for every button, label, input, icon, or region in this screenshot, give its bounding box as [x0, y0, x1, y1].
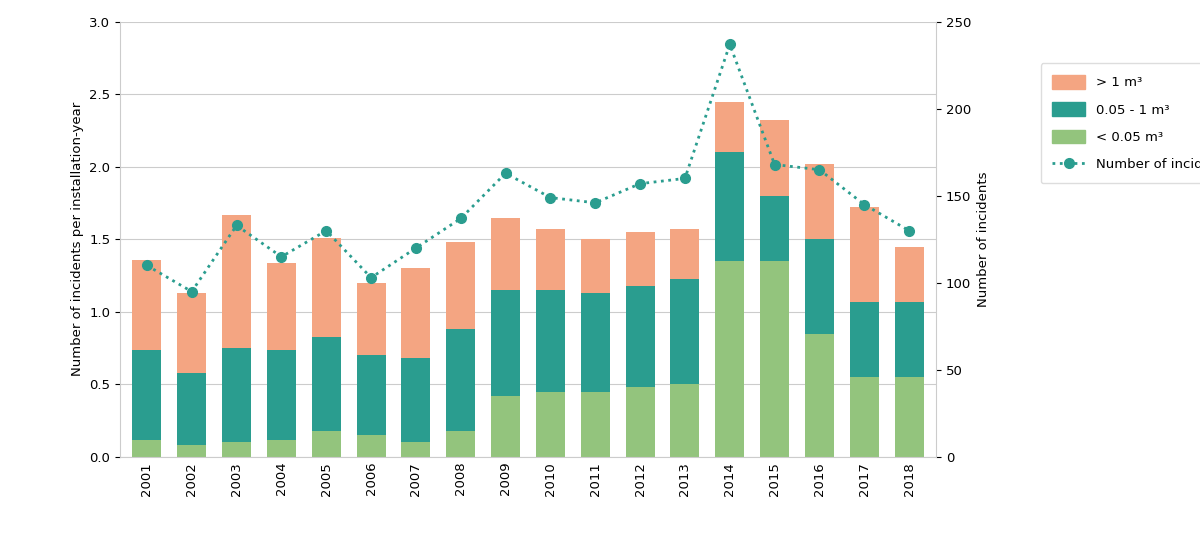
Bar [222, 348, 251, 442]
Legend: > 1 m³, 0.05 - 1 m³, < 0.05 m³, Number of incidents: > 1 m³, 0.05 - 1 m³, < 0.05 m³, Number o… [1040, 63, 1200, 183]
Bar [266, 350, 296, 440]
Bar [312, 431, 341, 457]
Bar [581, 392, 610, 457]
Bar [132, 440, 162, 457]
Bar [715, 261, 744, 457]
Bar [446, 431, 475, 457]
Bar [356, 355, 385, 435]
Bar [178, 293, 206, 373]
Bar [894, 246, 924, 302]
Bar [805, 239, 834, 333]
Bar [132, 350, 162, 440]
Bar [625, 286, 655, 387]
Bar [581, 239, 610, 293]
Bar [805, 164, 834, 239]
Bar [401, 268, 431, 358]
Bar [446, 329, 475, 431]
Bar [491, 218, 520, 290]
Bar [850, 207, 878, 302]
Bar [491, 396, 520, 457]
Bar [266, 263, 296, 350]
Bar [446, 242, 475, 329]
Bar [715, 102, 744, 152]
Bar [625, 232, 655, 286]
Bar [805, 333, 834, 457]
Bar [132, 259, 162, 350]
Bar [894, 302, 924, 377]
Bar [850, 302, 878, 377]
Bar [266, 440, 296, 457]
Bar [356, 283, 385, 355]
Bar [850, 377, 878, 457]
Bar [178, 446, 206, 457]
Bar [312, 238, 341, 337]
Y-axis label: Number of incidents per installation-year: Number of incidents per installation-yea… [71, 102, 84, 376]
Bar [312, 337, 341, 431]
Bar [536, 290, 565, 392]
Bar [178, 373, 206, 446]
Bar [356, 435, 385, 457]
Bar [401, 442, 431, 457]
Bar [760, 261, 790, 457]
Bar [760, 120, 790, 196]
Bar [581, 293, 610, 392]
Bar [491, 290, 520, 396]
Bar [671, 385, 700, 457]
Bar [536, 229, 565, 290]
Bar [536, 392, 565, 457]
Bar [401, 358, 431, 442]
Bar [222, 215, 251, 348]
Bar [760, 196, 790, 261]
Bar [671, 229, 700, 279]
Bar [222, 442, 251, 457]
Y-axis label: Number of incidents: Number of incidents [977, 171, 990, 307]
Bar [671, 279, 700, 385]
Bar [894, 377, 924, 457]
Bar [715, 152, 744, 261]
Bar [625, 387, 655, 457]
